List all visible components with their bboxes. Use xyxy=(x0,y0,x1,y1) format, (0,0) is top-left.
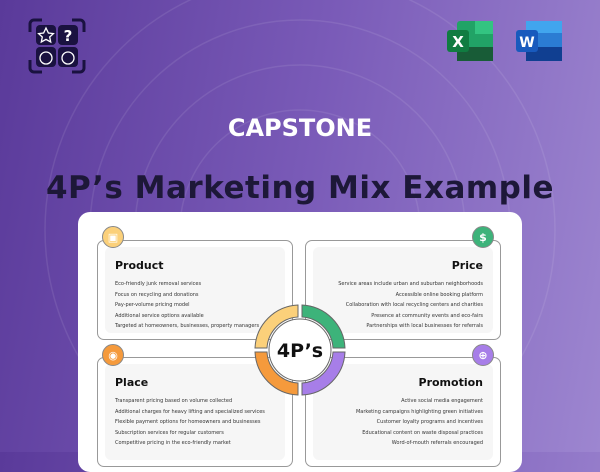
list-item: Flexible payment options for homeowners … xyxy=(115,419,261,425)
svg-text:?: ? xyxy=(64,27,73,45)
list-item: Customer loyalty programs and incentives xyxy=(376,419,483,425)
list-item: Competitive pricing in the eco-friendly … xyxy=(115,440,231,446)
list-item: Additional charges for heavy lifting and… xyxy=(115,408,265,415)
center-label: 4P’s xyxy=(277,340,323,362)
place-title: Place xyxy=(115,376,149,389)
word-icon[interactable]: W xyxy=(516,17,562,63)
list-item: Service areas include urban and suburban… xyxy=(338,281,483,287)
list-item: Partnerships with local businesses for r… xyxy=(366,323,483,329)
marketing-mix-card: Product Eco-friendly junk removal servic… xyxy=(78,212,522,472)
center-ring: 4P’s xyxy=(254,304,346,396)
promotion-segment xyxy=(301,351,346,396)
page-title: 4P’s Marketing Mix Example xyxy=(45,170,555,206)
promotion-title: Promotion xyxy=(418,376,483,389)
svg-text:W: W xyxy=(519,35,534,51)
product-segment xyxy=(254,304,299,349)
dollar-icon: $ xyxy=(472,226,494,248)
excel-icon[interactable]: X xyxy=(447,17,493,63)
subtitle: CAPSTONE xyxy=(227,114,373,142)
list-item: Transparent pricing based on volume coll… xyxy=(115,398,233,404)
box-icon: ▣ xyxy=(102,226,124,248)
list-item: Presence at community events and eco-fai… xyxy=(371,312,483,319)
place-box: Place Transparent pricing based on volum… xyxy=(97,357,293,467)
product-box: Product Eco-friendly junk removal servic… xyxy=(97,240,293,340)
list-item: Subscription services for regular custom… xyxy=(115,429,224,436)
price-title: Price xyxy=(451,259,483,272)
product-title: Product xyxy=(115,259,164,272)
place-segment xyxy=(254,351,299,396)
list-item: Collaboration with local recycling cente… xyxy=(345,302,483,308)
price-box: Price Service areas include urban and su… xyxy=(305,240,501,340)
location-icon: ◉ xyxy=(102,344,124,366)
list-item: Active social media engagement xyxy=(401,398,483,404)
list-item: Additional service options available xyxy=(115,312,204,319)
promotion-box: Promotion Active social media engagement… xyxy=(305,357,501,467)
list-item: Pay-per-volume pricing model xyxy=(115,302,190,308)
svg-text:X: X xyxy=(452,33,464,51)
list-item: Focus on recycling and donations xyxy=(115,291,199,298)
list-item: Targeted at homeowners, businesses, prop… xyxy=(115,323,260,329)
list-item: Eco-friendly junk removal services xyxy=(115,281,202,287)
target-icon: ⊕ xyxy=(472,344,494,366)
logo-icon: ? xyxy=(28,18,86,74)
list-item: Educational content on waste disposal pr… xyxy=(362,429,483,436)
list-item: Word-of-mouth referrals encouraged xyxy=(391,440,483,446)
price-segment xyxy=(301,304,346,349)
list-item: Marketing campaigns highlighting green i… xyxy=(355,408,483,415)
list-item: Accessible online booking platform xyxy=(395,291,483,298)
